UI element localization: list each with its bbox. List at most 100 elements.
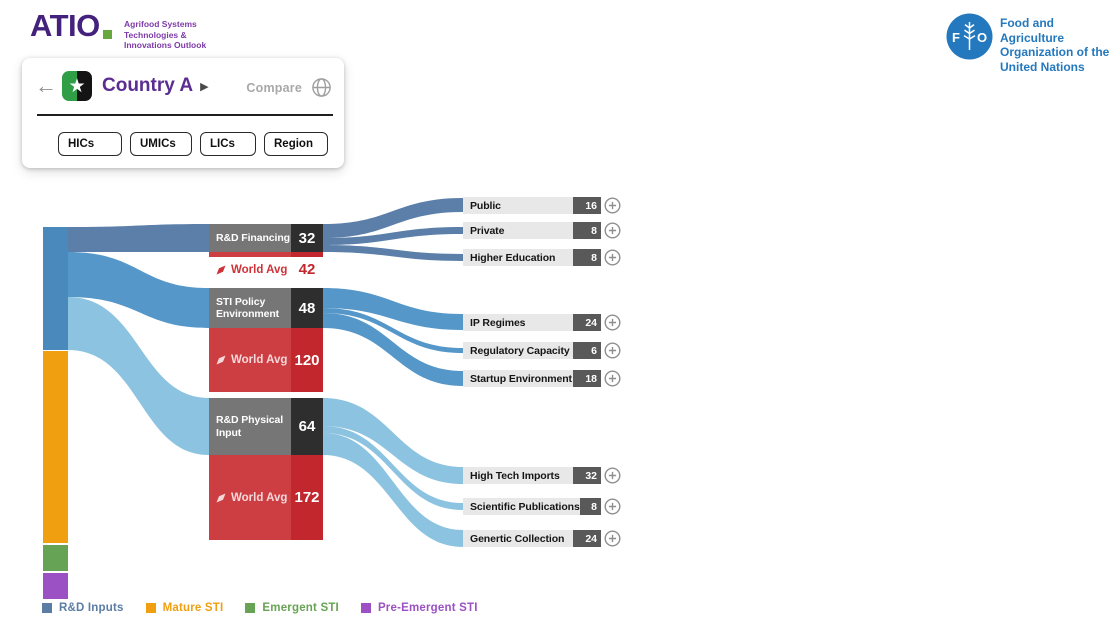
flow-physical-to-high-tech-imports [323, 398, 463, 484]
expand-startup-environment-button[interactable] [604, 370, 621, 387]
country-name: Country A [102, 75, 194, 96]
fao-name-line: Food and Agriculture [1000, 16, 1065, 45]
wheat-icon [963, 22, 976, 50]
legend-swatch [145, 603, 156, 613]
expand-high-tech-imports-button[interactable] [604, 467, 621, 484]
leaf-label: Higher Education [470, 251, 556, 264]
atio-logo: ATIO [30, 8, 112, 43]
leaf-node-private: Private 8 [463, 222, 601, 239]
expand-private-button[interactable] [604, 222, 621, 239]
country-flag-icon: ★ [62, 71, 92, 101]
expand-genertic-collection-button[interactable] [604, 530, 621, 547]
compare-button[interactable]: Compare [246, 81, 302, 95]
leaf-label: High Tech Imports [470, 469, 560, 482]
legend: R&D Inputs Mature STI Emergent STI Pre-E… [42, 602, 478, 614]
flow-inputs-to-policy [68, 252, 209, 328]
mid-node-rd-physical-label: R&D Physical Input [209, 398, 291, 455]
income-group-filters: HICs UMICs LICs Region [58, 132, 328, 156]
filter-region-button[interactable]: Region [264, 132, 328, 156]
leaf-node-regulatory-capacity: Regulatory Capacity 6 [463, 342, 601, 359]
leaf-value: 6 [573, 342, 601, 359]
leaf-value: 8 [573, 249, 601, 266]
circled-plus-icon [604, 342, 621, 359]
leaf-node-higher-education: Higher Education 8 [463, 249, 601, 266]
circled-plus-icon [604, 197, 621, 214]
legend-swatch [245, 603, 256, 613]
mid-node-rd-financing-value: 32 [291, 224, 323, 252]
flow-inputs-to-financing [68, 224, 209, 252]
expand-public-button[interactable] [604, 197, 621, 214]
pointer-icon [216, 355, 226, 365]
pointer-icon [216, 265, 226, 274]
fao-logo-emblem: F O [946, 13, 993, 60]
world-avg-value: 42 [298, 261, 316, 278]
circled-plus-icon [604, 370, 621, 387]
leaf-label: Genertic Collection [470, 532, 565, 545]
world-avg-text: World Avg [231, 354, 288, 366]
world-avg-text: World Avg [231, 263, 288, 276]
mid-node-sti-policy-label: STI Policy Environment [209, 288, 291, 328]
leaf-node-ip-regimes: IP Regimes 24 [463, 314, 601, 331]
leaf-label: Regulatory Capacity [470, 344, 570, 357]
flag-star-icon: ★ [68, 75, 86, 97]
card-divider [37, 114, 333, 116]
world-avg-label: World Avg [209, 328, 291, 392]
leaf-label: Private [470, 224, 505, 237]
legend-swatch [42, 603, 52, 613]
expand-scientific-publications-button[interactable] [604, 498, 621, 515]
leaf-value: 16 [573, 197, 601, 214]
leaf-value: 8 [573, 222, 601, 239]
world-avg-value: 120 [291, 328, 323, 392]
fao-name-line: United Nations [1000, 59, 1085, 74]
filter-umics-button[interactable]: UMICs [130, 132, 192, 156]
flow-financing-to-private [323, 227, 463, 245]
expand-regulatory-capacity-button[interactable] [604, 342, 621, 359]
flow-financing-to-public [323, 198, 463, 238]
expand-higher-education-button[interactable] [604, 249, 621, 266]
legend-item-emergent-sti: Emergent STI [245, 602, 339, 614]
source-bar-emergent-sti [43, 545, 68, 571]
atio-tagline: Agrifood Systems Technologies & Innovati… [124, 19, 206, 51]
world-avg-label: World Avg [209, 455, 291, 540]
compare-globe-button[interactable] [311, 77, 332, 101]
fao-logo-text: Food and Agriculture Organization of the… [1000, 16, 1116, 75]
filter-hics-button[interactable]: HICs [58, 132, 122, 156]
country-selector[interactable]: ★ Country A ▶ [62, 71, 209, 101]
pointer-icon [216, 493, 226, 502]
legend-label: R&D Inputs [59, 602, 124, 614]
leaf-value: 8 [579, 498, 601, 515]
leaf-value: 24 [573, 314, 601, 331]
flow-physical-to-genertic-collection [323, 433, 463, 547]
leaf-node-startup-environment: Startup Environment 18 [463, 370, 601, 387]
filter-lics-button[interactable]: LICs [200, 132, 256, 156]
world-avg-label: World Avg [209, 257, 291, 282]
legend-item-preemergent-sti: Pre-Emergent STI [360, 602, 478, 614]
leaf-label: Startup Environment [470, 372, 572, 385]
atio-tagline-line: Technologies & [124, 29, 187, 40]
circled-plus-icon [604, 498, 621, 515]
fao-emblem-letter: F [952, 30, 960, 45]
leaf-label: Public [470, 199, 501, 212]
flow-policy-to-regulatory-capacity [323, 308, 463, 353]
legend-swatch [360, 603, 371, 613]
leaf-value: 32 [573, 467, 601, 484]
source-bar-rd-inputs [43, 227, 68, 350]
legend-label: Pre-Emergent STI [377, 602, 478, 614]
leaf-value: 24 [573, 530, 601, 547]
leaf-label: Scientific Publications [470, 500, 580, 513]
fao-name-line: Organization of the [1000, 45, 1110, 60]
flow-policy-to-ip-regimes [323, 288, 463, 330]
leaf-node-public: Public 16 [463, 197, 601, 214]
back-button[interactable]: ← [35, 75, 57, 97]
leaf-node-high-tech-imports: High Tech Imports 32 [463, 467, 601, 484]
leaf-value: 18 [573, 370, 601, 387]
atio-logo-text: ATIO [30, 8, 100, 43]
expand-ip-regimes-button[interactable] [604, 314, 621, 331]
flow-financing-to-higher-education [323, 245, 463, 261]
back-arrow-icon: ← [35, 73, 57, 98]
fao-emblem-letter: O [977, 30, 987, 45]
legend-item-rd-inputs: R&D Inputs [42, 602, 124, 614]
mid-node-sti-policy-value: 48 [291, 288, 323, 328]
